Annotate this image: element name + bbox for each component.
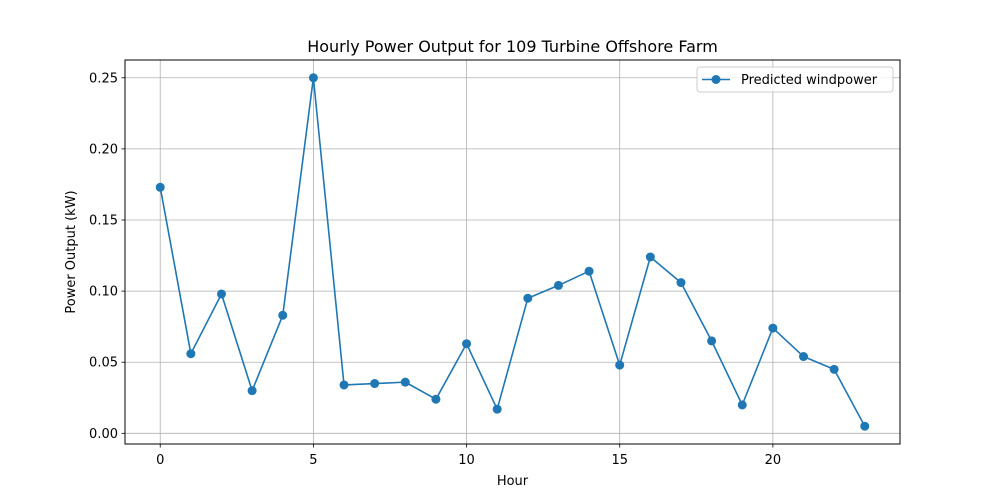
data-point — [860, 421, 870, 431]
data-point — [553, 280, 563, 290]
x-tick-label: 20 — [765, 453, 782, 468]
y-axis-title: Power Output (kW) — [64, 190, 79, 313]
axis-ticks: 0 5 10 15 20 0.00 0.05 0.10 0.15 0.20 0.25 — [89, 71, 781, 468]
legend: Predicted windpower — [696, 66, 894, 93]
y-tick-label: 0.10 — [89, 285, 118, 300]
legend-box — [696, 66, 894, 93]
y-tick-label: 0.00 — [89, 427, 118, 442]
data-point — [615, 360, 625, 370]
data-point — [707, 336, 717, 346]
y-tick-label: 0.25 — [89, 71, 118, 86]
data-point — [370, 379, 380, 389]
data-point — [676, 278, 686, 288]
data-point — [737, 400, 747, 410]
legend-label: Predicted windpower — [741, 73, 878, 88]
data-point — [400, 377, 410, 387]
chart-title: Hourly Power Output for 109 Turbine Offs… — [307, 37, 718, 56]
data-point — [584, 266, 594, 276]
data-point — [799, 352, 809, 362]
data-point — [339, 380, 349, 390]
legend-marker-swatch — [711, 75, 721, 84]
data-point — [768, 323, 778, 333]
x-tick-label: 15 — [611, 453, 628, 468]
x-tick-label: 10 — [458, 453, 475, 468]
series-layer — [155, 73, 870, 431]
y-tick-label: 0.15 — [89, 214, 118, 229]
plot-area-frame — [124, 59, 901, 445]
data-point — [645, 252, 655, 262]
data-point — [492, 404, 502, 414]
data-point — [155, 182, 165, 192]
data-point — [308, 73, 318, 83]
data-point — [462, 339, 472, 349]
data-point — [247, 386, 257, 396]
data-point — [523, 293, 533, 303]
series-line — [159, 76, 866, 427]
data-point — [216, 289, 226, 299]
data-point — [431, 394, 441, 404]
x-tick-label: 5 — [309, 453, 317, 468]
x-tick-label: 0 — [156, 453, 164, 468]
data-point — [186, 349, 196, 359]
x-axis-title: Hour — [497, 474, 529, 489]
y-tick-label: 0.05 — [89, 356, 118, 371]
data-point — [829, 364, 839, 374]
y-tick-label: 0.20 — [89, 142, 118, 157]
data-point — [278, 310, 288, 320]
